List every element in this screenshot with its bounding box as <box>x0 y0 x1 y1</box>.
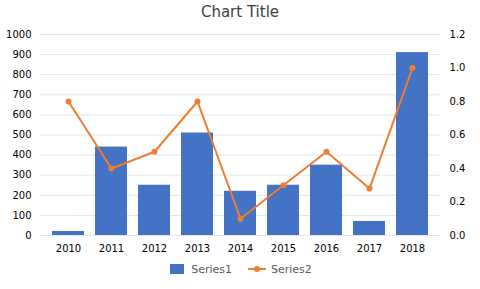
svg-text:100: 100 <box>12 210 31 221</box>
svg-text:1.0: 1.0 <box>450 62 466 73</box>
svg-text:0.4: 0.4 <box>450 163 466 174</box>
svg-text:700: 700 <box>12 89 31 100</box>
svg-text:2016: 2016 <box>314 243 339 254</box>
svg-text:800: 800 <box>12 69 31 80</box>
svg-text:0.2: 0.2 <box>450 196 466 207</box>
svg-text:0.6: 0.6 <box>450 129 466 140</box>
svg-text:1000: 1000 <box>6 29 31 40</box>
svg-text:2017: 2017 <box>357 243 382 254</box>
svg-text:2011: 2011 <box>99 243 124 254</box>
html-text:Chart Title: Chart Title <box>200 3 280 21</box>
svg-text:600: 600 <box>12 109 31 120</box>
svg-text:0: 0 <box>25 230 31 241</box>
svg-text:2013: 2013 <box>185 243 210 254</box>
svg-text:2015: 2015 <box>271 243 296 254</box>
html-text:Series2: Series2 <box>271 262 312 276</box>
svg-text:0.0: 0.0 <box>450 230 466 241</box>
svg-text:400: 400 <box>12 149 31 160</box>
svg-text:2010: 2010 <box>56 243 81 254</box>
svg-text:1.2: 1.2 <box>450 29 466 40</box>
svg-text:2012: 2012 <box>142 243 167 254</box>
svg-text:900: 900 <box>12 49 31 60</box>
svg-text:0.8: 0.8 <box>450 96 466 107</box>
svg-text:2014: 2014 <box>228 243 253 254</box>
svg-text:200: 200 <box>12 190 31 201</box>
svg-text:500: 500 <box>12 129 31 140</box>
svg-text:300: 300 <box>12 169 31 180</box>
svg-text:2018: 2018 <box>400 243 425 254</box>
html-text:Series1: Series1 <box>191 262 232 276</box>
